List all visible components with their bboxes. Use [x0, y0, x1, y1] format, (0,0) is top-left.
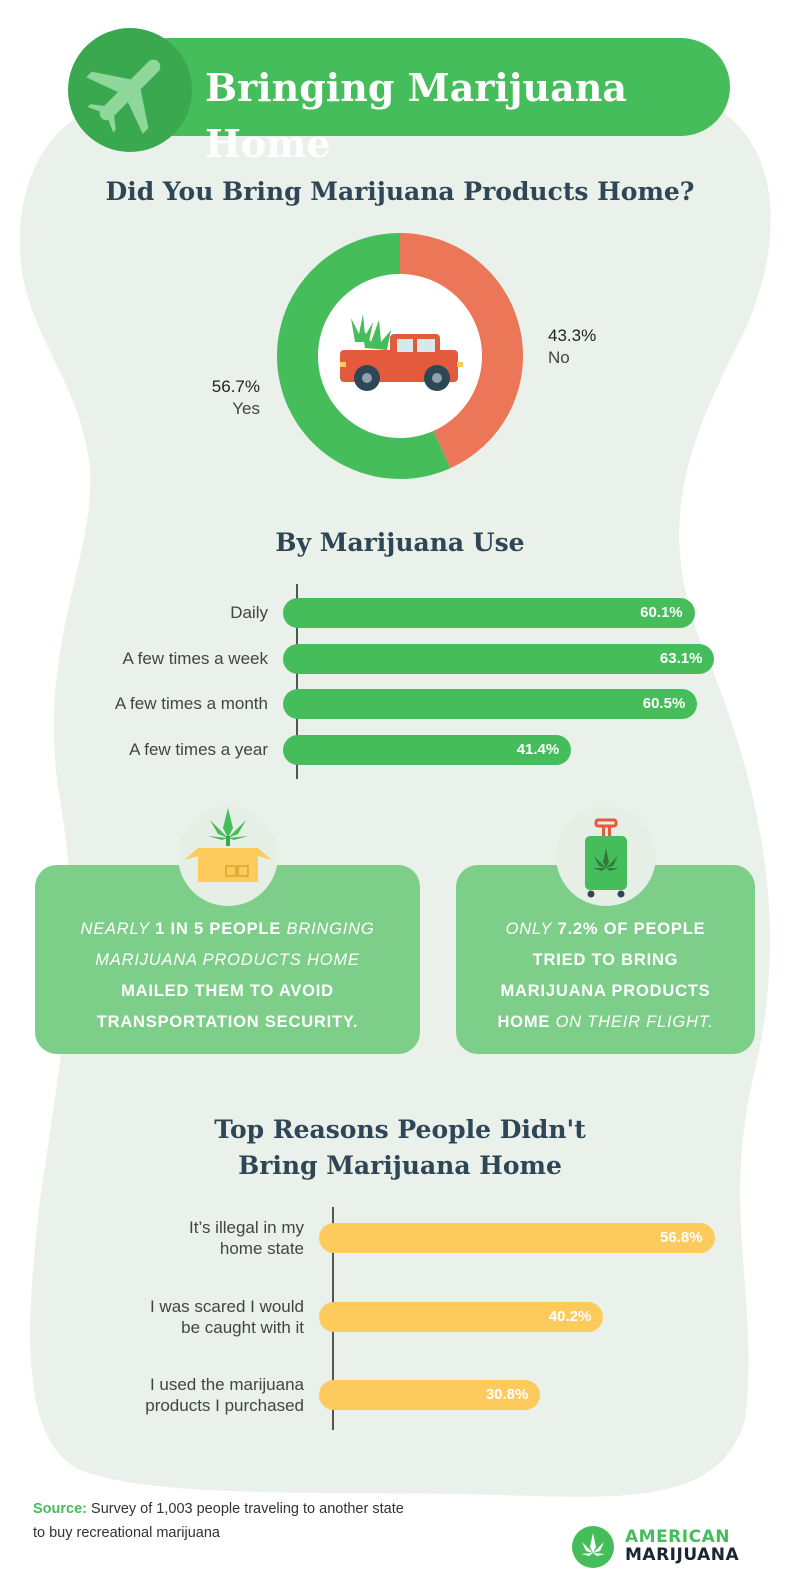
brand-line1: AMERICAN — [625, 1527, 730, 1547]
bar-value-label: 56.8% — [660, 1229, 703, 1246]
use-chart-title: By Marijuana Use — [275, 528, 525, 557]
airplane-icon — [68, 28, 192, 152]
bar-category-line: products I purchased — [145, 1396, 304, 1415]
bar — [319, 1380, 541, 1410]
donut-no-label: 43.3% No — [548, 325, 596, 369]
bar — [283, 643, 715, 674]
bar-value-label: 30.8% — [485, 1386, 529, 1403]
reasons-title-line1: Top Reasons People Didn't — [214, 1115, 586, 1144]
bar-value-label: 60.5% — [642, 695, 686, 713]
donut-slice-yes — [277, 233, 451, 479]
bar — [283, 598, 695, 628]
bar-value-label: 41.4% — [516, 741, 560, 759]
bar — [319, 1223, 715, 1253]
flight-line2: TRIED TO BRING — [532, 951, 679, 969]
use-chart-axis — [296, 584, 298, 779]
mail-line4: TRANSPORTATION SECURITY. — [96, 1013, 359, 1031]
flight-line1-rest: 7.2% OF PEOPLE — [552, 920, 706, 938]
bar-value-label: 60.1% — [640, 604, 683, 621]
bar-value-label: 40.2% — [548, 1307, 592, 1325]
donut-no-value: 43.3% — [548, 326, 597, 345]
suitcase-icon — [585, 818, 627, 898]
bar-category-label: I used the marijuana products I purchased — [4, 1374, 304, 1416]
source-text-2: to buy recreational marijuana — [33, 1525, 220, 1541]
bar-category-label: A few times a week — [122, 648, 268, 668]
bar-category-line: I used the marijuana — [149, 1375, 304, 1394]
mail-line2: MARIJUANA PRODUCTS HOME — [95, 951, 360, 969]
bar-value-label: 63.1% — [659, 649, 703, 667]
donut-slice-no — [399, 233, 523, 469]
mail-callout-text: NEARLY 1 IN 5 PEOPLE BRINGING MARIJUANA … — [45, 914, 410, 1038]
donut-title: Did You Bring Marijuana Products Home? — [105, 177, 695, 206]
source-label: Source: — [33, 1501, 87, 1517]
bar-category-line: It’s illegal in my — [189, 1218, 304, 1237]
title-banner — [120, 38, 730, 136]
pickup-truck-icon — [340, 314, 463, 391]
flight-line3: MARIJUANA PRODUCTS — [500, 982, 711, 1000]
donut-yes-label: 56.7% Yes — [160, 376, 260, 420]
bar — [283, 689, 698, 720]
bar-category-line: I was scared I would — [149, 1296, 304, 1316]
flight-line1-em: ONLY — [505, 920, 553, 938]
flight-callout-text: ONLY 7.2% OF PEOPLE TRIED TO BRING MARIJ… — [466, 914, 745, 1038]
donut-yes-value: 56.7% — [211, 377, 260, 396]
bar-category-line: home state — [219, 1239, 304, 1258]
mail-line3: MAILED THEM TO AVOID — [121, 982, 334, 1000]
cannabis-box-icon — [184, 808, 272, 882]
page-title: Bringing Marijuana Home — [205, 65, 628, 166]
mail-line1-em: NEARLY — [80, 920, 150, 938]
brand-line2: MARIJUANA — [625, 1545, 740, 1565]
donut-no-category: No — [548, 348, 570, 367]
bar — [283, 735, 572, 766]
bar-category-label: A few times a month — [114, 694, 268, 714]
reasons-title-line2: Bring Marijuana Home — [238, 1151, 562, 1180]
bar-category-label: It’s illegal in my home state — [4, 1217, 304, 1259]
bar-category-label: Daily — [230, 603, 268, 622]
bar-category-line: be caught with it — [181, 1317, 304, 1337]
bar — [319, 1301, 604, 1332]
flight-line4-em: ON THEIR FLIGHT. — [555, 1013, 714, 1031]
mail-line1-rest: 1 IN 5 PEOPLE — [149, 920, 287, 938]
flight-line4-rest: HOME — [497, 1013, 556, 1031]
brand-logo-icon — [572, 1526, 614, 1568]
bar-category-label: I was scared I would be caught with it — [4, 1296, 304, 1338]
mail-line1-em2: BRINGING — [286, 920, 375, 938]
donut-yes-category: Yes — [232, 399, 260, 418]
source-text: Survey of 1,003 people traveling to anot… — [87, 1501, 404, 1517]
bar-category-label: A few times a year — [129, 740, 268, 760]
source-note: Source: Survey of 1,003 people traveling… — [33, 1497, 483, 1545]
